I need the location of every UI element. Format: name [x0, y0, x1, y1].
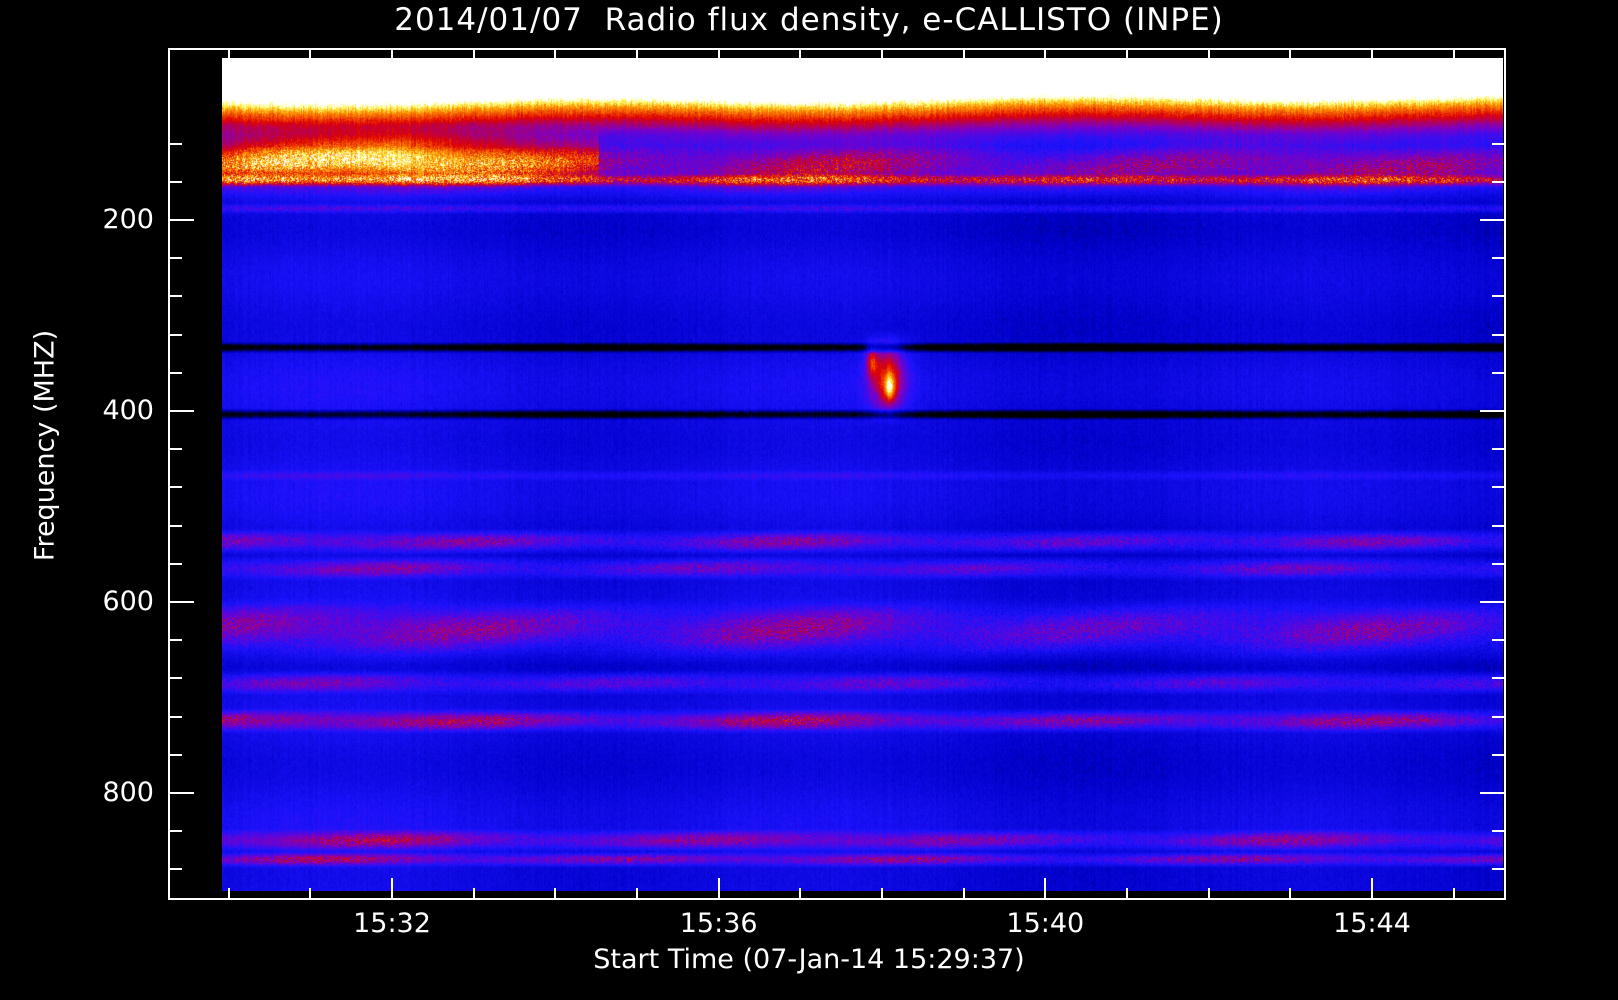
x-minor-tick-top: [554, 48, 557, 60]
spectrogram-image: [222, 58, 1503, 891]
y-minor-tick-right: [1492, 868, 1506, 871]
y-minor-tick: [168, 868, 182, 871]
x-tick-label: 15:36: [679, 908, 758, 939]
y-minor-tick-right: [1492, 486, 1506, 489]
x-minor-tick-top: [1452, 48, 1455, 60]
x-minor-tick: [1289, 888, 1292, 900]
x-minor-tick-top: [309, 48, 312, 60]
y-major-tick-right: [1480, 410, 1506, 412]
y-minor-tick-right: [1492, 715, 1506, 718]
y-minor-tick-right: [1492, 333, 1506, 336]
y-minor-tick-right: [1492, 142, 1506, 145]
y-minor-tick: [168, 524, 182, 527]
y-minor-tick: [168, 180, 182, 183]
y-major-tick-right: [1480, 219, 1506, 221]
y-minor-tick-right: [1492, 448, 1506, 451]
x-minor-tick-top: [636, 48, 638, 60]
x-minor-tick: [227, 888, 230, 900]
x-minor-tick: [554, 888, 557, 900]
x-tick-label: 15:44: [1333, 908, 1411, 939]
x-minor-tick-top: [227, 48, 230, 60]
y-tick-label: 400: [102, 395, 154, 426]
y-axis-title: Frequency (MHZ): [29, 329, 61, 562]
x-major-tick: [1044, 878, 1047, 900]
y-major-tick: [168, 219, 194, 221]
x-minor-tick: [881, 888, 883, 900]
y-minor-tick-right: [1492, 562, 1506, 565]
plot-frame: [168, 48, 1506, 900]
y-minor-tick-right: [1492, 257, 1506, 260]
x-minor-tick-top: [1207, 48, 1210, 60]
y-minor-tick-right: [1492, 677, 1506, 680]
y-minor-tick: [168, 448, 182, 451]
y-minor-tick-right: [1492, 524, 1506, 527]
spectrogram-canvas: [222, 58, 1503, 891]
x-minor-tick-top: [962, 48, 965, 60]
y-minor-tick: [168, 677, 182, 680]
y-major-tick: [168, 410, 194, 412]
x-major-tick: [391, 878, 393, 900]
x-minor-tick: [472, 888, 475, 900]
x-minor-tick: [799, 888, 802, 900]
x-minor-tick-top: [799, 48, 802, 60]
y-major-tick-right: [1480, 792, 1506, 794]
y-minor-tick-right: [1492, 295, 1506, 298]
y-minor-tick: [168, 486, 182, 489]
x-minor-tick-top: [1126, 48, 1128, 60]
x-major-tick: [1371, 878, 1373, 900]
x-major-tick-top: [1044, 48, 1047, 70]
y-minor-tick: [168, 562, 182, 565]
y-minor-tick: [168, 142, 182, 145]
y-minor-tick: [168, 830, 182, 833]
x-major-tick-top: [717, 48, 720, 70]
x-minor-tick-top: [472, 48, 475, 60]
x-minor-tick: [309, 888, 312, 900]
y-minor-tick-right: [1492, 371, 1506, 374]
figure-title: 2014/01/07 Radio flux density, e-CALLIST…: [394, 2, 1224, 38]
x-tick-label: 15:32: [353, 908, 431, 939]
x-minor-tick: [636, 888, 638, 900]
x-minor-tick: [962, 888, 965, 900]
x-minor-tick: [1126, 888, 1128, 900]
x-major-tick-top: [391, 48, 393, 70]
y-minor-tick-right: [1492, 180, 1506, 183]
y-minor-tick-right: [1492, 753, 1506, 756]
y-minor-tick: [168, 639, 182, 642]
x-axis-title: Start Time (07-Jan-14 15:29:37): [593, 944, 1025, 975]
y-major-tick: [168, 792, 194, 794]
y-tick-label: 600: [102, 586, 154, 617]
x-major-tick-top: [1371, 48, 1373, 70]
plot-clip: [170, 50, 1504, 898]
y-minor-tick: [168, 295, 182, 298]
y-minor-tick: [168, 371, 182, 374]
y-tick-label: 800: [102, 777, 154, 808]
x-tick-label: 15:40: [1006, 908, 1085, 939]
y-minor-tick: [168, 257, 182, 260]
y-major-tick: [168, 601, 194, 603]
y-major-tick-right: [1480, 601, 1506, 603]
y-minor-tick-right: [1492, 639, 1506, 642]
y-minor-tick: [168, 753, 182, 756]
y-tick-label: 200: [102, 204, 154, 235]
y-minor-tick: [168, 715, 182, 718]
x-minor-tick-top: [1289, 48, 1292, 60]
y-minor-tick-right: [1492, 830, 1506, 833]
x-minor-tick: [1207, 888, 1210, 900]
x-minor-tick-top: [881, 48, 883, 60]
x-major-tick: [717, 878, 720, 900]
y-minor-tick: [168, 333, 182, 336]
x-minor-tick: [1452, 888, 1455, 900]
